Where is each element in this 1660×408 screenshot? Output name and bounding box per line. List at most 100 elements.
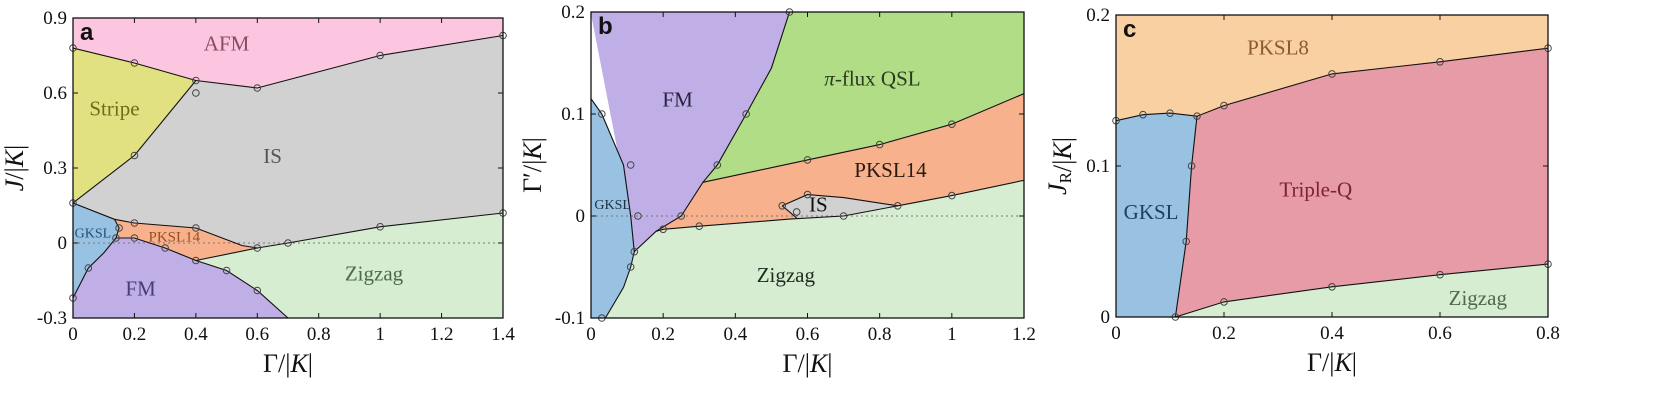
data-point-marker <box>948 191 956 200</box>
panel-letter: b <box>598 13 613 40</box>
y-tick-label: 0.3 <box>43 158 67 179</box>
x-tick-label: 0.4 <box>1320 323 1344 344</box>
data-point-marker <box>1328 70 1336 78</box>
data-point-marker <box>1220 298 1228 306</box>
region-label-triple-q: Triple-Q <box>1279 177 1352 201</box>
y-tick-label: -0.1 <box>555 308 585 329</box>
region-label-zigzag: Zigzag <box>345 261 404 285</box>
phase-boundary <box>1174 116 1198 317</box>
data-point-marker <box>677 212 686 220</box>
data-point-marker <box>626 263 635 271</box>
data-point-marker <box>376 51 384 60</box>
panel-a: AFM Stripe IS GKSL PKSL14 FM Zigzag 0 0.2 0.4 0.6 0… <box>0 8 515 378</box>
data-point-marker <box>1187 162 1196 170</box>
region-label-gksl: GKSL <box>1124 200 1179 224</box>
x-tick-label: 0.2 <box>651 324 675 345</box>
data-point-marker <box>634 212 642 220</box>
x-tick-label: 0.8 <box>307 324 331 345</box>
data-point-marker <box>742 110 750 118</box>
data-point-marker <box>893 202 902 210</box>
data-point-marker <box>161 244 169 252</box>
x-tick-label: 0 <box>586 324 596 345</box>
x-axis-label: Γ/|K| <box>782 349 832 378</box>
region-label-gksl: GKSL <box>594 198 631 213</box>
region-label-afm: AFM <box>204 31 250 55</box>
x-tick-label: 0.2 <box>1212 323 1236 344</box>
data-point-marker <box>130 219 139 227</box>
data-point-marker <box>695 222 704 230</box>
panel-c: PKSL8 Triple-Q GKSL Zigzag 0 0.2 0.4 0.6 0.8 0 0.1… <box>1043 5 1560 377</box>
data-point-marker <box>130 151 139 160</box>
phase-boundary <box>195 247 258 262</box>
y-axis-label: Γ′/|K| <box>518 137 547 193</box>
data-point-marker <box>875 140 884 149</box>
region-label-is: IS <box>263 144 282 168</box>
x-tick-label: 1.2 <box>430 324 454 345</box>
phase-boundary <box>702 93 1024 183</box>
y-tick-label: 0.1 <box>1086 156 1110 177</box>
phase-boundary <box>1175 263 1548 317</box>
region-label-gksl: GKSL <box>75 226 112 241</box>
y-tick-label: 0.2 <box>561 2 585 23</box>
x-tick-label: 0.8 <box>868 324 892 345</box>
x-axis-label: Γ/|K| <box>1307 348 1357 377</box>
data-point-marker <box>1328 283 1336 291</box>
data-point-marker <box>376 222 384 231</box>
data-point-marker <box>192 76 200 85</box>
y-tick-label: 0.2 <box>1086 5 1110 26</box>
phase-boundary <box>1116 47 1548 122</box>
phase-boundary <box>604 12 791 318</box>
x-tick-label: 0.6 <box>796 324 820 345</box>
region-label-pksl8: PKSL8 <box>1247 36 1309 60</box>
data-point-marker <box>948 120 956 128</box>
x-tick-label: 0.6 <box>1428 323 1452 344</box>
y-tick-label: -0.3 <box>37 308 67 329</box>
panel-letter: a <box>80 19 94 46</box>
panel-letter: c <box>1123 16 1136 43</box>
phase-boundary <box>73 80 197 204</box>
data-point-marker <box>115 224 123 232</box>
x-tick-label: 1.4 <box>491 324 515 345</box>
data-point-marker <box>713 161 722 169</box>
x-axis-label: Γ/|K| <box>263 349 313 378</box>
data-point-marker <box>792 208 801 216</box>
data-point-marker <box>192 89 200 97</box>
data-point-marker <box>803 156 812 164</box>
phase-boundary <box>655 179 1024 232</box>
data-point-marker <box>1166 109 1174 117</box>
region-label-fm: FM <box>125 276 156 300</box>
data-point-marker <box>1193 112 1201 120</box>
data-point-marker <box>1139 110 1147 119</box>
data-point-marker <box>192 256 200 265</box>
y-tick-label: 0.6 <box>43 83 67 104</box>
plot-area <box>591 12 1024 318</box>
x-tick-label: 1 <box>375 324 385 345</box>
region-label-zigzag: Zigzag <box>1449 286 1508 310</box>
data-point-marker <box>130 234 139 242</box>
region-label-stripe: Stripe <box>89 96 139 120</box>
y-tick-label: 0 <box>576 206 586 227</box>
x-tick-label: 0 <box>68 324 78 345</box>
x-tick-label: 0.4 <box>723 324 747 345</box>
phase-boundary <box>781 194 898 207</box>
x-tick-label: 0.6 <box>245 324 269 345</box>
phase-boundary <box>73 219 120 299</box>
y-tick-label: 0.9 <box>43 8 67 29</box>
data-point-marker <box>839 212 848 220</box>
data-point-marker <box>630 247 639 256</box>
region-label--flux-qsl: π-flux QSL <box>824 66 920 90</box>
data-point-marker <box>222 266 231 275</box>
data-point-marker <box>1436 270 1444 279</box>
y-axis-label: J/|K| <box>0 145 29 192</box>
x-tick-label: 0.4 <box>184 324 208 345</box>
data-point-marker <box>1220 101 1228 110</box>
x-tick-label: 0.8 <box>1536 323 1560 344</box>
x-tick-label: 1 <box>947 324 957 345</box>
x-tick-label: 1.2 <box>1012 324 1036 345</box>
data-point-marker <box>626 161 635 169</box>
data-point-marker <box>130 59 139 67</box>
data-point-marker <box>284 239 292 247</box>
data-point-marker <box>803 190 812 199</box>
data-point-marker <box>192 224 200 232</box>
